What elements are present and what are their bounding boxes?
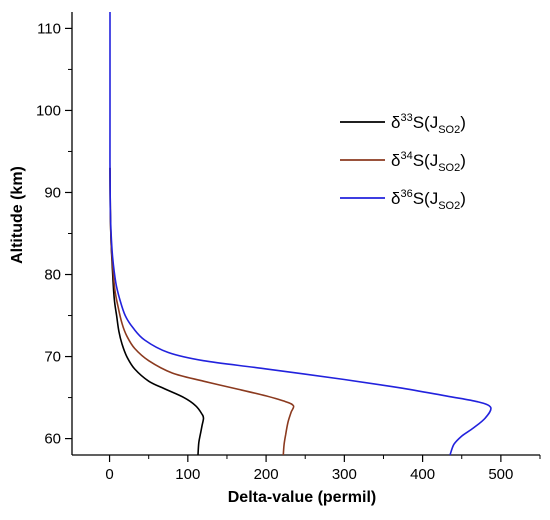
y-tick-label: 60 [44, 431, 61, 448]
x-axis-ticks: 0 100 200 300 400 500 [105, 455, 541, 483]
y-tick-label: 110 [37, 20, 61, 37]
x-tick-label: 400 [410, 466, 435, 483]
x-tick-label: 300 [332, 466, 357, 483]
x-tick-label: 0 [105, 466, 113, 483]
plot-area: 0 100 200 300 400 500 60 70 80 90 100 110 [36, 12, 541, 483]
legend-label-36: δ36S(JSO2) [391, 188, 466, 212]
series-group [109, 12, 492, 456]
x-tick-label: 100 [175, 466, 200, 483]
y-tick-label: 100 [36, 102, 61, 119]
y-tick-label: 90 [44, 184, 61, 201]
x-tick-label: 500 [488, 466, 513, 483]
legend: δ33S(JSO2) δ34S(JSO2) δ36S(JSO2) [340, 112, 466, 212]
legend-label-34: δ34S(JSO2) [391, 150, 466, 174]
y-axis-ticks: 60 70 80 90 100 110 [36, 20, 72, 448]
y-tick-label: 70 [44, 349, 61, 366]
x-tick-label: 200 [254, 466, 279, 483]
series-line-34 [109, 167, 295, 456]
series-line-36 [109, 12, 492, 456]
x-axis-title: Delta-value (permil) [228, 489, 376, 506]
legend-label-33: δ33S(JSO2) [391, 112, 466, 136]
y-axis-title: Altitude (km) [9, 166, 26, 264]
y-tick-label: 80 [44, 267, 61, 284]
